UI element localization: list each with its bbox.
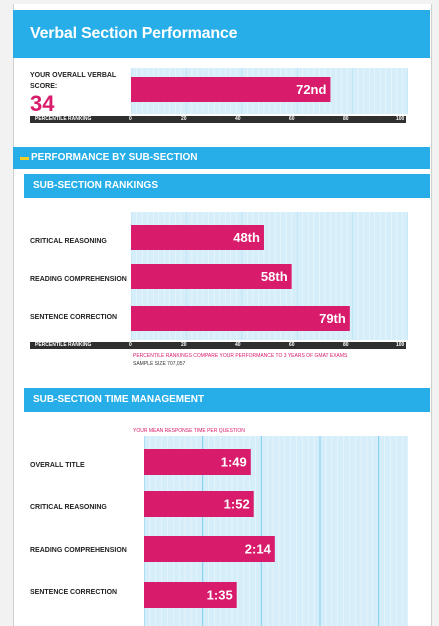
bar-value-label: 1:52 [224,497,250,512]
performance-header: PERFORMANCE BY SUB-SECTION [13,147,430,169]
overall-tick-80: 80 [343,116,349,122]
time-title: SUB-SECTION TIME MANAGEMENT [33,394,205,405]
ranking-label-critical-reasoning: CRITICAL REASONING [30,238,107,245]
overall-tick-40: 40 [235,116,241,122]
rankings-title: SUB-SECTION RANKINGS [33,180,159,191]
time-label-sentence-correction: SENTENCE CORRECTION [30,589,118,596]
overall-tick-0: 0 [129,116,132,122]
bar [131,77,331,102]
ranking-label-reading-comprehension: READING COMPREHENSION [30,276,127,283]
rankings-tick-100: 100 [396,342,405,348]
time-label-reading-comprehension: READING COMPREHENSION [30,547,127,554]
rankings-tick-40: 40 [235,342,241,348]
rankings-tick-20: 20 [181,342,187,348]
bar [131,264,292,289]
time-note: YOUR MEAN RESPONSE TIME PER QUESTION [133,428,245,434]
rankings-note: PERCENTILE RANKINGS COMPARE YOUR PERFORM… [133,353,348,359]
rankings-axis-label: PERCENTILE RANKING [35,342,92,348]
bar [144,491,254,517]
overall-score-label-line2: SCORE: [30,83,58,90]
time-label-critical-reasoning: CRITICAL REASONING [30,504,107,511]
overall-score-value: 34 [30,91,55,116]
page-header: Verbal Section Performance [13,10,430,58]
rankings-chart: 48th 58th 79th [131,212,408,340]
rankings-tick-80: 80 [343,342,349,348]
overall-tick-20: 20 [181,116,187,122]
overall-tick-60: 60 [289,116,295,122]
overall-chart: 72nd [131,68,408,114]
performance-header-accent [20,157,29,160]
time-label-overall: OVERALL TITLE [30,462,85,469]
bar [144,536,275,562]
overall-score-label-line1: YOUR OVERALL VERBAL [30,72,117,79]
performance-header-title: PERFORMANCE BY SUB-SECTION [31,152,198,163]
ranking-label-sentence-correction: SENTENCE CORRECTION [30,314,118,321]
rankings-header: SUB-SECTION RANKINGS [24,174,430,198]
bar-value-label: 58th [261,269,288,284]
overall-tick-100: 100 [396,116,405,122]
rankings-sample-size: SAMPLE SIZE 707,057 [133,361,186,367]
overall-axis: PERCENTILE RANKING 0 20 40 60 80 100 [30,116,406,123]
time-header: SUB-SECTION TIME MANAGEMENT [24,388,430,412]
rankings-tick-0: 0 [129,342,132,348]
rankings-axis: PERCENTILE RANKING 0 20 40 60 80 100 [30,342,406,349]
bar-value-label: 1:49 [221,455,247,470]
bar-value-label: 79th [319,311,346,326]
rankings-tick-60: 60 [289,342,295,348]
bar-value-label: 1:35 [207,588,233,603]
bar-value-label: 48th [233,230,260,245]
bar-value-label: 2:14 [245,542,272,557]
bar [144,449,251,475]
time-chart: 1:49 1:52 2:14 1:35 [144,436,408,626]
bar-value-label: 72nd [296,82,326,97]
overall-axis-label: PERCENTILE RANKING [35,116,92,122]
bar [131,225,264,250]
bar [144,582,237,608]
page-title: Verbal Section Performance [30,25,238,42]
bar [131,306,350,331]
